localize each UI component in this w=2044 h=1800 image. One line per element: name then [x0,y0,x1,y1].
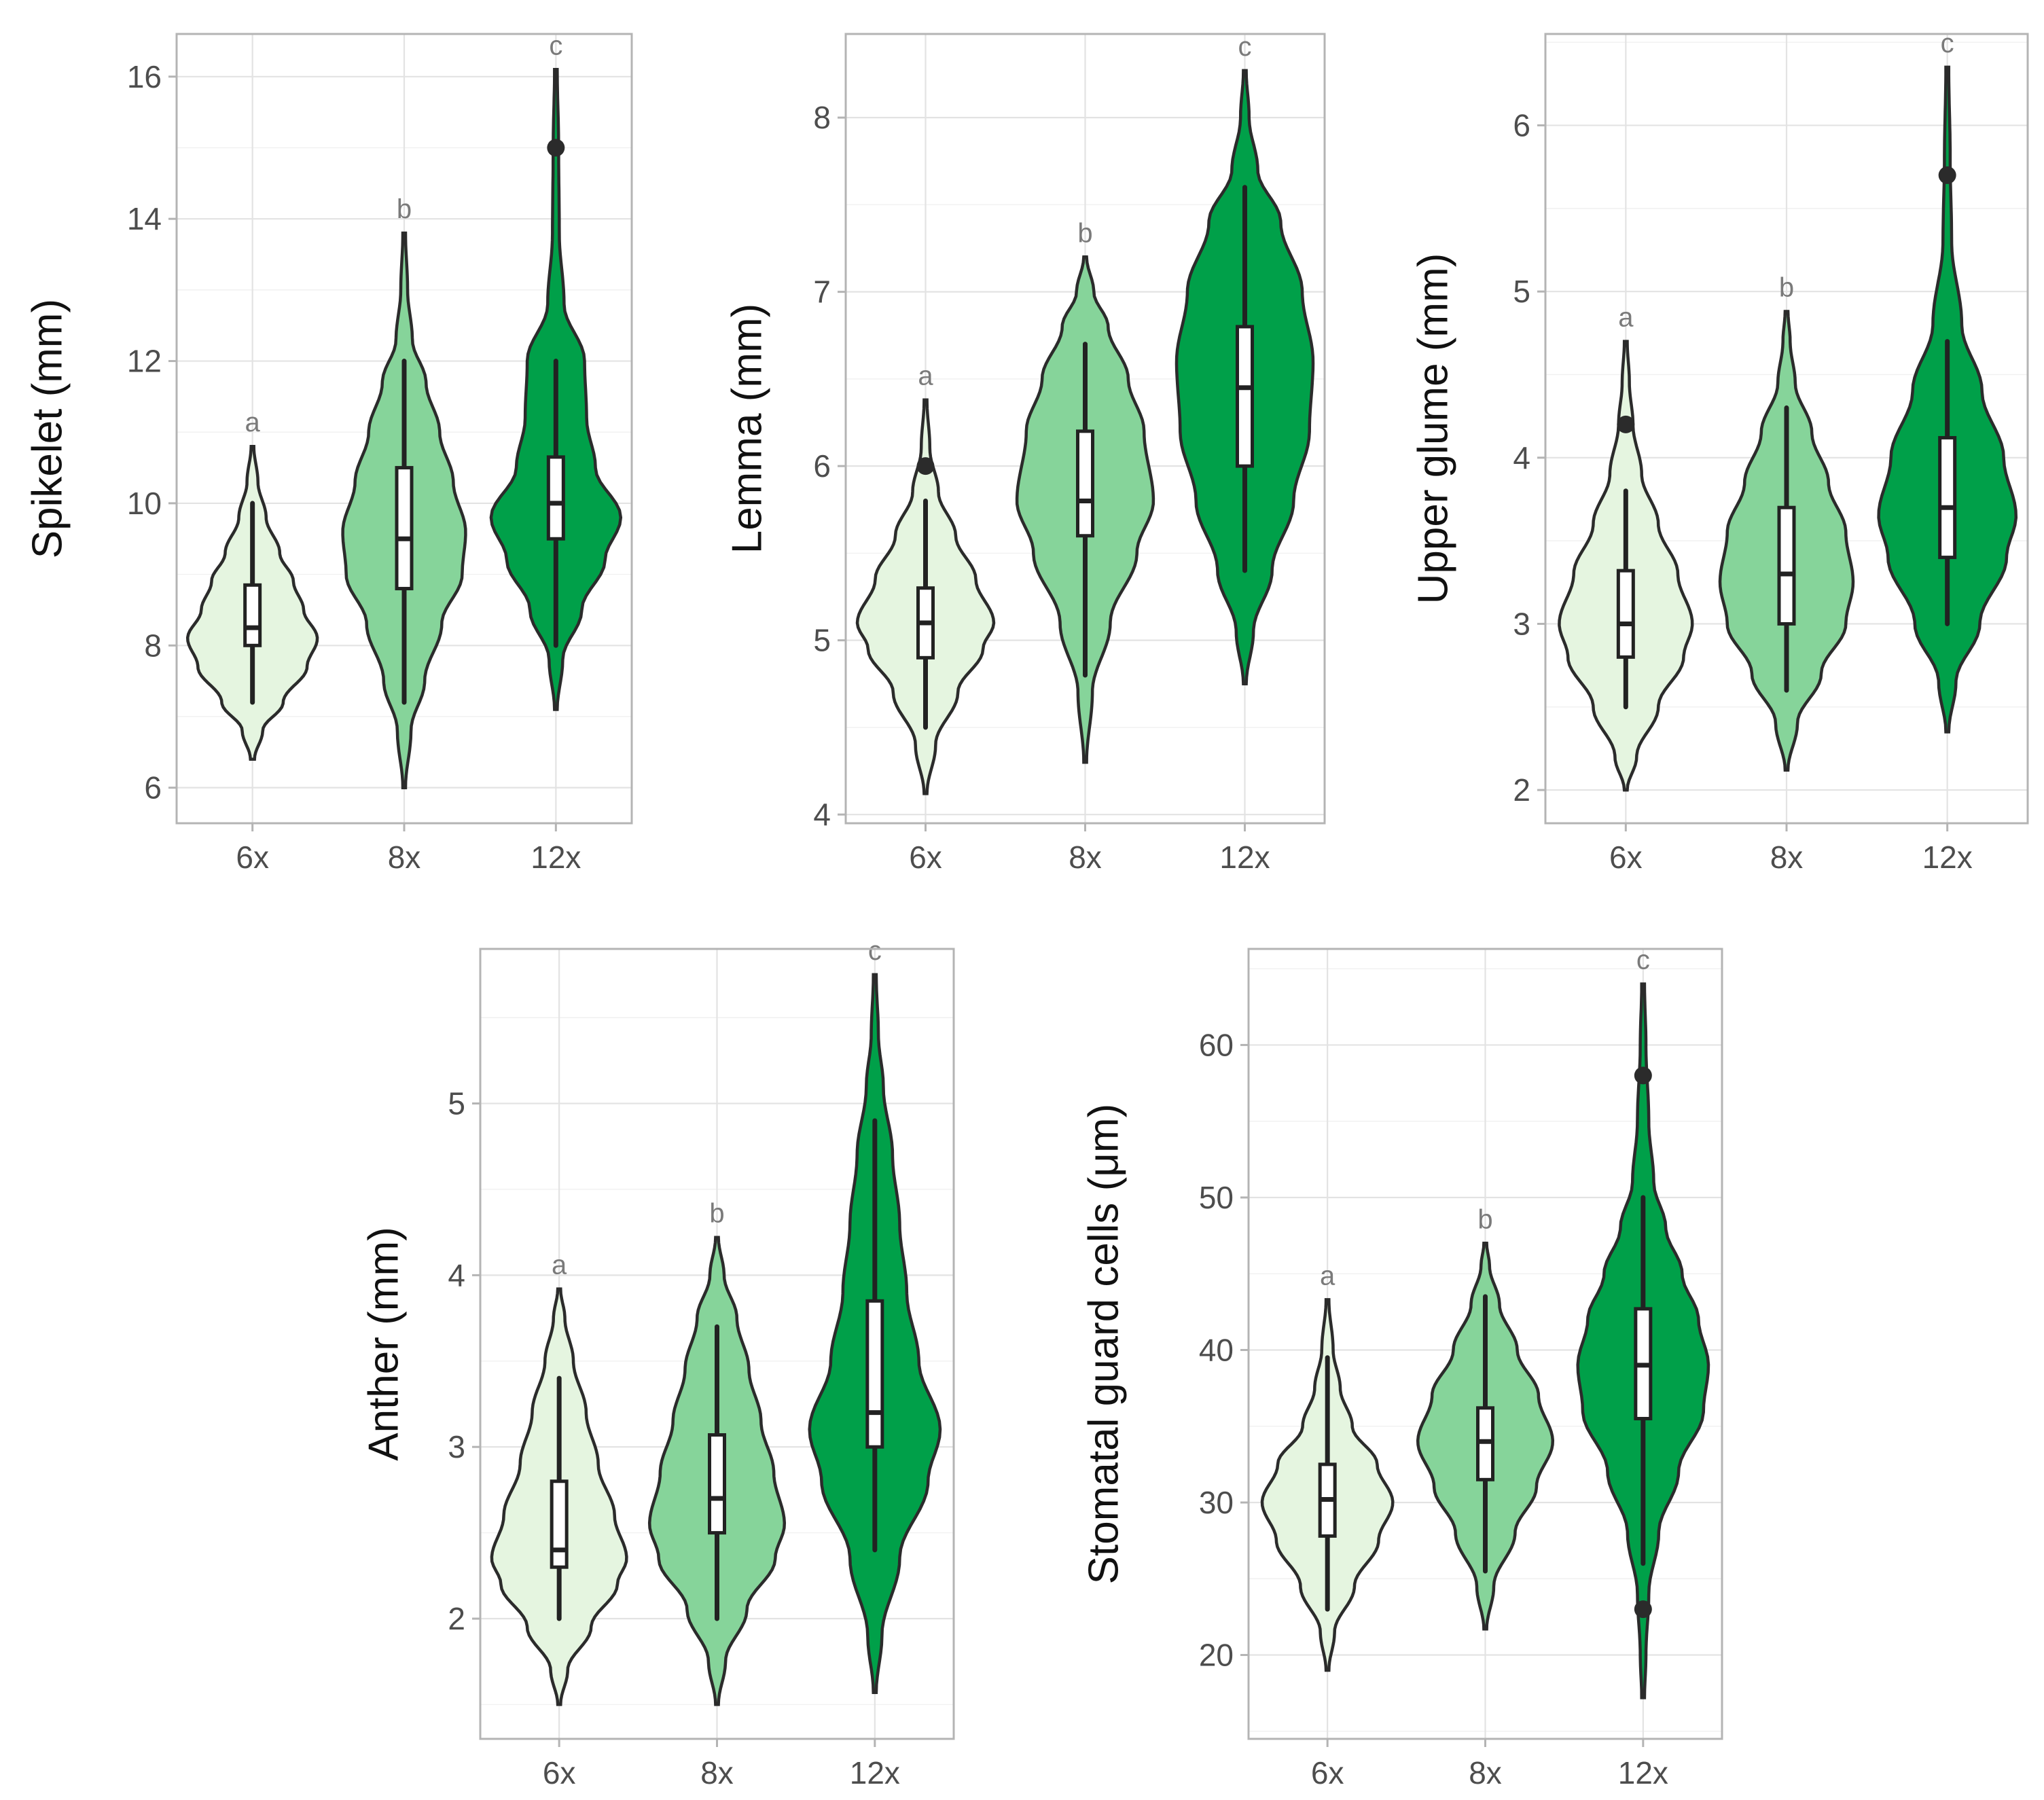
y-tick-label: 6 [144,770,162,806]
y-axis-label: Spikelet (mm) [24,299,71,558]
box [1938,435,1957,560]
violin-group-12x: c [1576,946,1710,1699]
y-tick-label: 5 [1513,274,1530,309]
violin-group-8x: b [1718,273,1855,772]
x-tick-label: 12x [850,1755,900,1790]
panel-2: a b c 4 5 6 7 8 6x 8x 12x Lemma (mm) [724,32,1326,875]
box [1777,505,1796,626]
panel-5: a b c 20 30 40 50 60 6x 8x 12x Stomatal guard cells… [1081,946,1723,1790]
y-tick-label: 4 [448,1257,465,1293]
x-tick-label: 6x [909,840,942,875]
box [550,1479,569,1569]
y-tick-label: 5 [448,1086,465,1121]
violin-group-6x: a [490,1250,628,1706]
violin-group-8x: b [341,194,467,789]
x-tick-label: 8x [1770,840,1804,875]
x-tick-label: 12x [531,840,581,875]
y-tick-label: 5 [813,623,831,658]
x-tick-label: 8x [700,1755,734,1790]
violin-group-8x: b [1416,1204,1555,1631]
box [865,1299,884,1449]
panel-3: a b c 2 3 4 5 6 6x 8x 12x Upper glume (mm) [1410,29,2029,875]
significance-letter: a [552,1250,567,1280]
y-axis-label: Stomatal guard cells (μm) [1081,1104,1128,1585]
box [546,455,565,541]
significance-letter: c [549,31,562,60]
y-tick-label: 2 [448,1601,465,1636]
x-tick-label: 6x [236,840,269,875]
y-tick-label: 6 [813,448,831,484]
box [708,1433,726,1535]
outlier-point [1634,1600,1652,1619]
y-axis-label: Anther (mm) [361,1227,408,1460]
y-tick-label: 3 [1513,606,1530,641]
significance-letter: c [1636,946,1650,975]
y-tick-label: 12 [127,344,162,379]
y-tick-label: 4 [1513,440,1530,475]
box [243,583,262,647]
outlier-point [916,457,935,475]
significance-letter: a [245,408,261,437]
y-tick-label: 7 [813,274,831,310]
outlier-point [1634,1066,1652,1085]
violin-group-12x: c [808,936,942,1694]
x-tick-label: 12x [1618,1755,1668,1790]
y-tick-label: 8 [813,100,831,135]
box [1616,569,1635,659]
x-tick-label: 12x [1922,840,1973,875]
y-tick-label: 6 [1513,108,1530,143]
violin-group-6x: a [1558,303,1694,792]
violin-group-8x: b [1015,218,1155,764]
y-tick-label: 4 [813,797,831,832]
violin-group-8x: b [647,1199,787,1706]
panel-1: a b c 6 8 10 12 14 16 6x 8x 12x Spikelet (mm) [24,31,633,875]
significance-letter: c [1238,32,1252,62]
outlier-point [547,139,565,157]
x-tick-label: 12x [1219,840,1270,875]
violin-group-12x: c [489,31,623,711]
y-tick-label: 60 [1199,1027,1234,1062]
y-tick-label: 14 [127,201,162,236]
violin-group-6x: a [1260,1261,1395,1672]
violin-group-12x: c [1175,32,1315,686]
y-axis-label: Upper glume (mm) [1410,253,1457,605]
y-tick-label: 30 [1199,1485,1234,1520]
y-tick-label: 40 [1199,1332,1234,1367]
x-tick-label: 8x [388,840,421,875]
significance-letter: a [1618,303,1634,333]
x-tick-label: 8x [1069,840,1102,875]
significance-letter: b [1077,218,1092,248]
x-tick-label: 6x [543,1755,576,1790]
y-tick-label: 16 [127,59,162,94]
box [395,466,414,591]
significance-letter: c [1941,29,1954,58]
box [1236,325,1254,468]
significance-letter: b [397,194,412,224]
y-axis-label: Lemma (mm) [724,304,771,554]
box [1076,429,1094,538]
significance-letter: b [709,1199,724,1229]
x-tick-label: 6x [1609,840,1643,875]
violin-group-6x: a [185,408,319,761]
significance-letter: b [1477,1204,1492,1234]
y-tick-label: 50 [1199,1180,1234,1215]
panel-4: a b c 2 3 4 5 6x 8x 12x Anther (mm) [361,936,955,1790]
x-tick-label: 8x [1469,1755,1502,1790]
violin-group-12x: c [1877,29,2018,734]
significance-letter: b [1779,273,1794,303]
outlier-point [1938,166,1956,184]
y-tick-label: 10 [127,486,162,521]
significance-letter: a [1320,1261,1335,1291]
significance-letter: a [918,361,933,391]
y-tick-label: 2 [1513,772,1530,808]
outlier-point [1617,415,1635,433]
y-tick-label: 8 [144,628,162,663]
violin-group-6x: a [855,361,996,795]
y-tick-label: 3 [448,1429,465,1464]
x-tick-label: 6x [1311,1755,1344,1790]
significance-letter: c [868,936,882,966]
y-tick-label: 20 [1199,1638,1234,1673]
